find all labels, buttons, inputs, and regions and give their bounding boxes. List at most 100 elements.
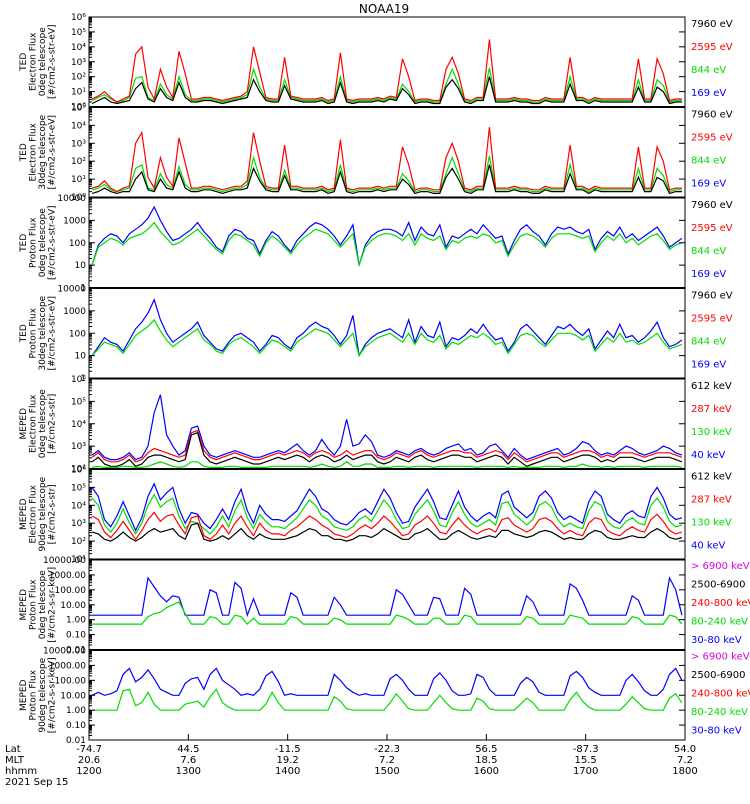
ytick-label: 10⁴ bbox=[71, 420, 86, 430]
ytick-label: 1000 bbox=[63, 307, 86, 317]
footer-lat-value: -22.3 bbox=[374, 744, 400, 755]
footer-mlt-value: 18.5 bbox=[475, 755, 497, 766]
legend-entry: 240-800 keV bbox=[691, 598, 750, 609]
ytick-label: 10 bbox=[75, 261, 87, 271]
footer-mlt-value: 19.2 bbox=[277, 755, 299, 766]
series-line-2 bbox=[92, 688, 683, 711]
legend-entry: 7960 eV bbox=[691, 291, 733, 302]
ytick-label: 100.00 bbox=[55, 586, 87, 596]
ytick-label: 10³ bbox=[71, 442, 86, 452]
legend-entry: 612 keV bbox=[691, 381, 732, 392]
footer-row-label: MLT bbox=[5, 755, 25, 766]
series-line-2 bbox=[91, 39, 682, 103]
ytick-label: 10⁰ bbox=[71, 193, 86, 203]
legend-entry: 169 eV bbox=[691, 360, 726, 371]
ylabel-line: Electron Flux bbox=[28, 122, 38, 181]
ylabel-line: 30deg telescope bbox=[38, 114, 48, 189]
legend-entry: 7960 eV bbox=[691, 110, 733, 121]
ylabel-line: TED bbox=[19, 324, 29, 343]
legend-entry: > 6900 keV bbox=[691, 561, 750, 572]
series-line-1 bbox=[91, 155, 682, 193]
ytick-label: 10 bbox=[75, 352, 87, 362]
legend-entry: 2500-6900 bbox=[691, 580, 746, 591]
legend-entry: 2595 eV bbox=[691, 223, 733, 234]
legend-entry: 130 keV bbox=[691, 427, 732, 438]
ytick-label: 10³ bbox=[71, 519, 86, 529]
ytick-label: 1000.00 bbox=[49, 571, 86, 581]
ytick-label: 10.00 bbox=[60, 601, 86, 611]
ytick-label: 0.10 bbox=[66, 631, 86, 641]
legend-entry: 30-80 keV bbox=[691, 726, 742, 737]
ytick-label: 10¹ bbox=[71, 175, 86, 185]
legend-entry: 40 keV bbox=[691, 450, 725, 461]
legend-entry: 2595 eV bbox=[691, 42, 733, 53]
legend-entry: 40 keV bbox=[691, 541, 725, 552]
legend-entry: 287 keV bbox=[691, 495, 732, 506]
panel-ted-electron-30deg: 10⁰ 10¹ 10² 10³ 10⁴ 10⁵ TED Electron Flux 30deg … bbox=[19, 104, 733, 204]
ytick-label: 10000.00 bbox=[43, 647, 86, 657]
footer-lat-value: -74.7 bbox=[76, 744, 102, 755]
ytick-label: 10⁵ bbox=[71, 104, 86, 114]
footer-lat-value: -87.3 bbox=[573, 744, 599, 755]
ylabel-line: 0deg telescope bbox=[38, 389, 48, 459]
ytick-label: 10² bbox=[71, 157, 86, 167]
ylabel-line: [#/cm2-s-str] bbox=[47, 394, 57, 454]
footer-lat-value: 54.0 bbox=[674, 744, 696, 755]
legend-entry: 7960 eV bbox=[691, 19, 733, 30]
ylabel-line: Proton Flux bbox=[28, 579, 38, 630]
ylabel-line: Proton Flux bbox=[28, 217, 38, 268]
series-line-2 bbox=[91, 318, 683, 357]
footer-hhmm-value: 1300 bbox=[176, 766, 201, 777]
ytick-label: 1000 bbox=[63, 216, 86, 226]
ylabel-line: Electron Flux bbox=[28, 394, 38, 453]
ytick-label: 10³ bbox=[71, 58, 86, 68]
series-line-2 bbox=[91, 221, 683, 268]
ytick-label: 10² bbox=[71, 537, 86, 547]
ylabel-line: [#/cm2-s-str-eV] bbox=[47, 115, 57, 190]
panel-ted-proton-30deg: 1 10 100 1000 10000 TED Proton Flux 30deg teles… bbox=[19, 285, 733, 385]
ylabel-line: TED bbox=[19, 53, 29, 72]
ytick-label: 1 bbox=[80, 374, 86, 384]
ylabel-line: MEPED bbox=[19, 408, 29, 440]
ylabel-line: [#/cm2-s-str-eV] bbox=[47, 296, 57, 371]
ytick-label: 100.00 bbox=[55, 676, 87, 686]
ytick-label: 10⁶ bbox=[71, 375, 86, 385]
legend-entry: 844 eV bbox=[691, 337, 726, 348]
panel-ted-proton-0deg: 1 10 100 1000 10000 TED Proton Flux 0deg telesc… bbox=[19, 194, 733, 294]
legend-entry: 80-240 keV bbox=[691, 707, 748, 718]
legend-entry: 30-80 keV bbox=[691, 635, 742, 646]
series-line-4 bbox=[91, 522, 683, 542]
ylabel-line: 0deg telescope bbox=[38, 208, 48, 278]
ytick-label: 1.00 bbox=[66, 706, 86, 716]
series-line-2 bbox=[91, 429, 683, 463]
ylabel-line: [#/cm2-s-str-eV] bbox=[47, 24, 57, 99]
series-line-1 bbox=[92, 576, 683, 618]
ylabel-line: Electron Flux bbox=[28, 484, 38, 543]
ytick-label: 10⁵ bbox=[71, 397, 86, 407]
footer-date: 2021 Sep 15 bbox=[5, 777, 68, 788]
panel-meped-electron-0deg: 10² 10³ 10⁴ 10⁵ 10⁶ MEPED Electron Flux 0deg te… bbox=[19, 375, 732, 475]
ytick-label: 0.01 bbox=[66, 646, 86, 656]
legend-entry: 130 keV bbox=[691, 518, 732, 529]
ylabel-line: [#/cm2-s-sr-keV] bbox=[47, 657, 57, 733]
footer-hhmm-value: 1800 bbox=[672, 766, 697, 777]
footer-lat-value: 56.5 bbox=[475, 744, 497, 755]
legend-entry: 169 eV bbox=[691, 88, 726, 99]
series-line-2 bbox=[91, 493, 683, 536]
series-line-2 bbox=[91, 127, 682, 193]
footer-row-label: hhmm bbox=[5, 766, 37, 777]
legend-entry: 844 eV bbox=[691, 246, 726, 257]
ytick-label: 10⁶ bbox=[71, 466, 86, 476]
ytick-label: 10³ bbox=[71, 139, 86, 149]
ytick-label: 10² bbox=[71, 465, 86, 475]
footer-mlt-value: 7.2 bbox=[677, 755, 693, 766]
ytick-label: 10.00 bbox=[60, 691, 86, 701]
ytick-label: 10000.00 bbox=[43, 556, 86, 566]
chart-title: NOAA19 bbox=[359, 2, 409, 16]
ylabel-line: 90deg telescope bbox=[38, 657, 48, 732]
legend-entry: 844 eV bbox=[691, 65, 726, 76]
ylabel-line: 0deg telescope bbox=[38, 27, 48, 97]
legend-entry: 2595 eV bbox=[691, 133, 733, 144]
